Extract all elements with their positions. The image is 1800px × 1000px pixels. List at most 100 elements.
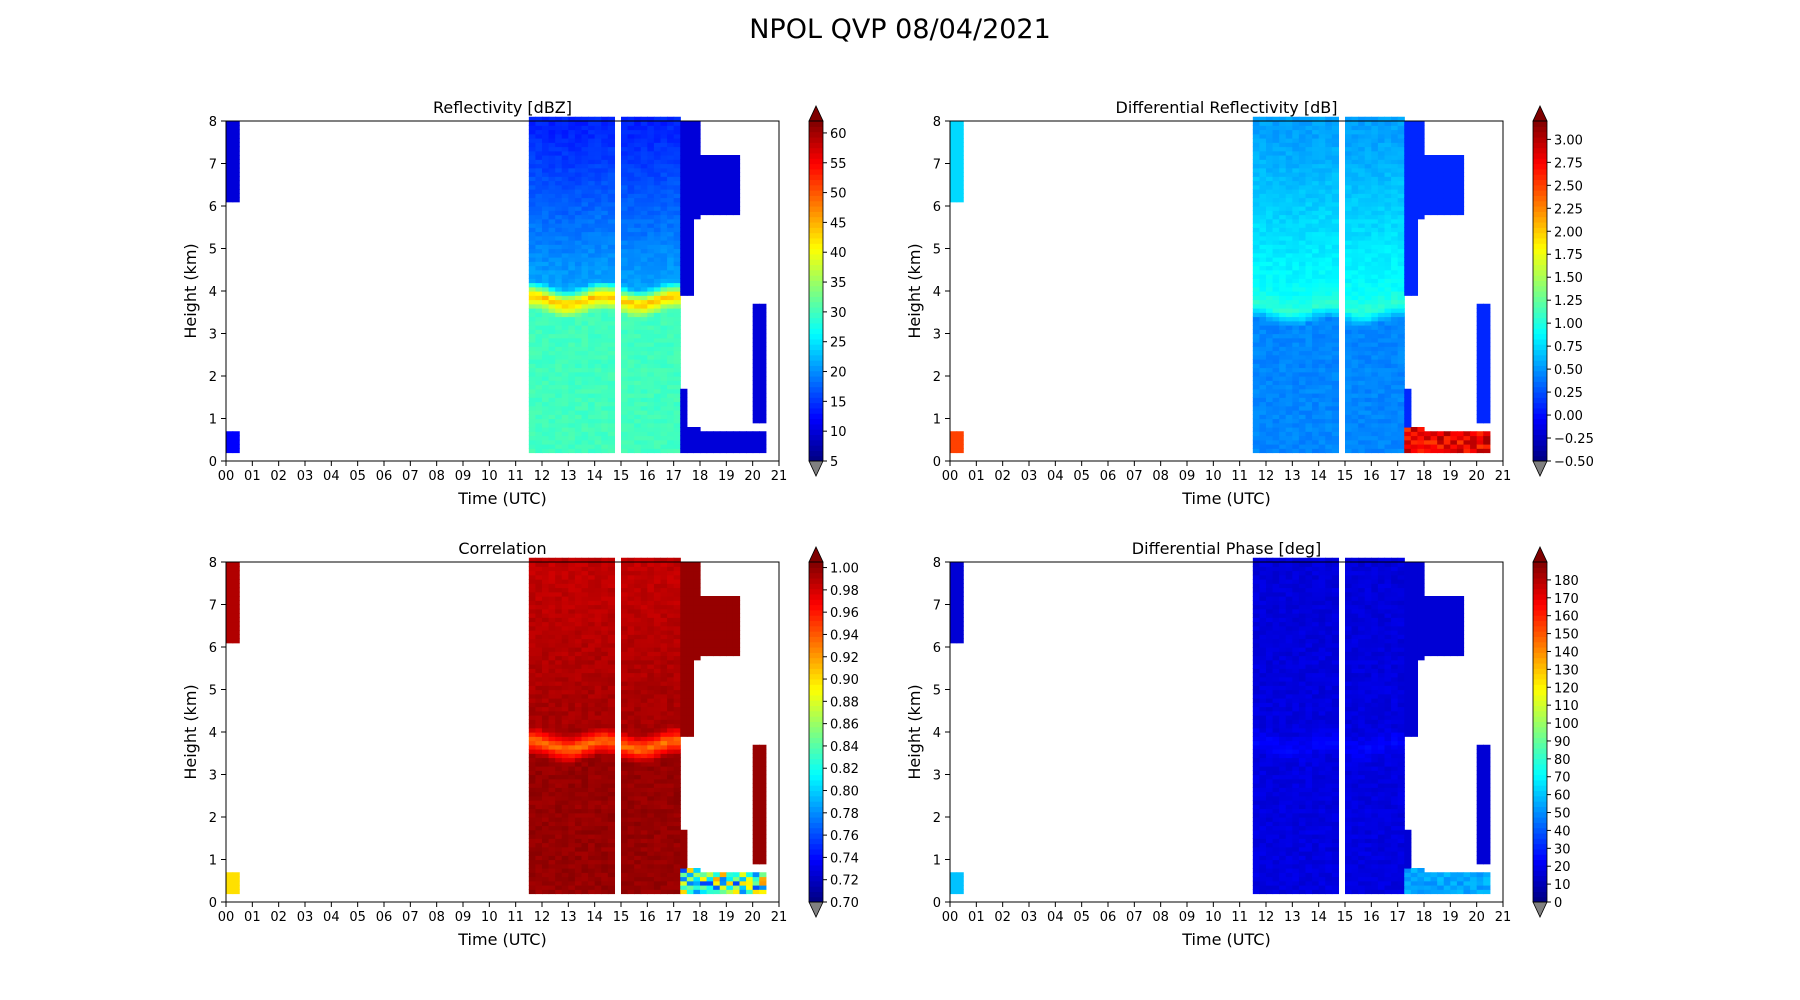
heatmap-cell bbox=[1325, 159, 1333, 165]
heatmap-cell bbox=[1305, 303, 1313, 309]
heatmap-cell bbox=[542, 197, 550, 203]
heatmap-cell bbox=[1305, 333, 1313, 339]
heatmap-cell bbox=[548, 829, 556, 835]
heatmap-cell bbox=[1450, 431, 1458, 437]
heatmap-cell bbox=[1312, 248, 1320, 254]
heatmap-cell bbox=[588, 363, 596, 369]
heatmap-cell bbox=[1345, 371, 1353, 377]
heatmap-cell bbox=[561, 397, 569, 403]
colorbar-tick-label: 1.25 bbox=[1554, 294, 1583, 309]
colorbar-segment bbox=[1533, 248, 1547, 255]
heatmap-cell bbox=[1364, 418, 1372, 424]
heatmap-cell bbox=[752, 346, 760, 352]
heatmap-cell bbox=[647, 346, 655, 352]
heatmap-cell bbox=[548, 795, 556, 801]
heatmap-cell bbox=[568, 444, 576, 449]
heatmap-cell bbox=[1404, 427, 1412, 432]
heatmap-cell bbox=[1331, 393, 1340, 398]
heatmap-cell bbox=[1312, 431, 1320, 437]
heatmap-cell bbox=[1272, 380, 1280, 386]
heatmap-cell bbox=[588, 206, 596, 211]
heatmap-cell bbox=[1391, 414, 1399, 420]
heatmap-cell bbox=[601, 410, 609, 415]
heatmap-cell bbox=[759, 414, 767, 420]
heatmap-cell bbox=[1391, 184, 1399, 190]
heatmap-cell bbox=[535, 367, 543, 373]
heatmap-cell bbox=[542, 838, 550, 844]
heatmap-cell bbox=[548, 685, 556, 691]
heatmap-cell bbox=[568, 354, 576, 360]
heatmap-cell bbox=[1259, 342, 1267, 347]
heatmap-cell bbox=[1266, 274, 1274, 279]
heatmap-cell bbox=[1272, 367, 1280, 373]
heatmap-cell bbox=[1358, 439, 1366, 445]
heatmap-cell bbox=[1371, 265, 1379, 271]
heatmap-cell bbox=[732, 431, 741, 437]
heatmap-cell bbox=[1410, 231, 1419, 237]
heatmap-cell bbox=[1410, 223, 1419, 228]
heatmap-cell bbox=[1430, 155, 1438, 160]
heatmap-cell bbox=[1292, 235, 1300, 241]
heatmap-cell bbox=[660, 121, 668, 126]
heatmap-cell bbox=[528, 787, 537, 793]
heatmap-cell bbox=[1318, 431, 1326, 437]
heatmap-cell bbox=[673, 350, 681, 356]
heatmap-cell bbox=[1266, 244, 1274, 250]
heatmap-cell bbox=[581, 448, 589, 454]
heatmap-cell bbox=[1266, 252, 1274, 258]
heatmap-cell bbox=[653, 431, 662, 437]
heatmap-cell bbox=[680, 133, 688, 139]
heatmap-cell bbox=[627, 422, 635, 428]
heatmap-cell bbox=[752, 431, 760, 437]
heatmap-cell bbox=[686, 231, 695, 237]
heatmap-cell bbox=[607, 244, 616, 250]
heatmap-cell bbox=[1384, 422, 1392, 428]
colorbar-tick-label: 5 bbox=[830, 455, 838, 470]
heatmap-cell bbox=[1384, 257, 1392, 262]
heatmap-cell bbox=[1318, 320, 1326, 326]
x-tick-label: 13 bbox=[1284, 469, 1301, 484]
heatmap-cell bbox=[673, 393, 681, 398]
heatmap-cell bbox=[752, 410, 760, 415]
heatmap-cell bbox=[1476, 397, 1484, 403]
heatmap-cell bbox=[1483, 371, 1491, 377]
heatmap-cell bbox=[226, 176, 234, 182]
heatmap-cell bbox=[1325, 329, 1333, 335]
heatmap-cell bbox=[555, 431, 563, 437]
heatmap-cell bbox=[1292, 163, 1300, 169]
heatmap-cell bbox=[653, 261, 662, 267]
heatmap-cell bbox=[1252, 163, 1261, 169]
heatmap-cell bbox=[1384, 363, 1392, 369]
heatmap-cell bbox=[232, 193, 240, 199]
heatmap-cell bbox=[673, 401, 681, 407]
heatmap-cell bbox=[548, 770, 556, 776]
heatmap-cell bbox=[1358, 316, 1366, 322]
heatmap-cell bbox=[535, 672, 543, 678]
colorbar-segment bbox=[809, 253, 823, 260]
heatmap-cell bbox=[1325, 367, 1333, 373]
heatmap-cell bbox=[621, 172, 629, 177]
heatmap-cell bbox=[1371, 291, 1379, 296]
heatmap-cell bbox=[1351, 448, 1359, 454]
heatmap-cell bbox=[528, 693, 537, 699]
heatmap-cell bbox=[528, 167, 537, 173]
heatmap-cell bbox=[1285, 354, 1293, 360]
heatmap-cell bbox=[1391, 320, 1399, 326]
heatmap-cell bbox=[627, 295, 635, 301]
heatmap-cell bbox=[667, 431, 675, 437]
heatmap-cell bbox=[542, 359, 550, 364]
colorbar-segment bbox=[1533, 184, 1547, 191]
heatmap-cell bbox=[621, 384, 629, 390]
heatmap-cell bbox=[1371, 346, 1379, 352]
heatmap-cell bbox=[673, 184, 681, 190]
heatmap-cell bbox=[1259, 380, 1267, 386]
heatmap-cell bbox=[640, 214, 648, 220]
heatmap-cell bbox=[588, 159, 596, 165]
heatmap-cell bbox=[956, 129, 964, 135]
heatmap-cell bbox=[1279, 265, 1287, 271]
heatmap-cell bbox=[1417, 184, 1425, 190]
heatmap-cell bbox=[1470, 439, 1478, 445]
heatmap-cell bbox=[1364, 129, 1372, 135]
heatmap-cell bbox=[542, 757, 550, 763]
heatmap-cell bbox=[548, 834, 556, 839]
